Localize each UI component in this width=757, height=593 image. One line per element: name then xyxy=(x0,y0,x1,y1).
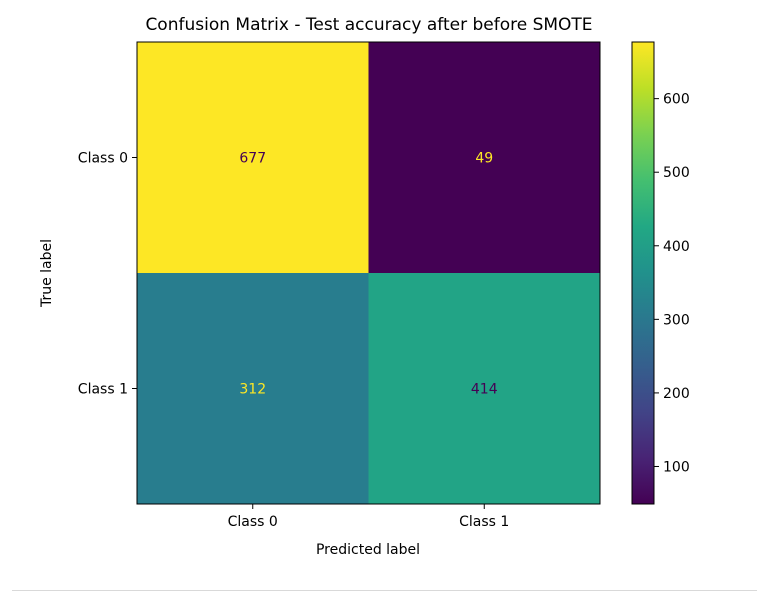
cell-value-label: 312 xyxy=(239,382,266,398)
y-axis-ticks: Class 0 Class 1 xyxy=(78,151,137,398)
heatmap-cells xyxy=(137,42,600,504)
colorbar-tick-label: 300 xyxy=(663,312,690,328)
x-tick-label: Class 1 xyxy=(459,514,509,530)
heatmap-cell xyxy=(368,42,600,273)
plot-frame xyxy=(136,41,601,505)
y-tick-label: Class 0 xyxy=(78,151,128,167)
y-axis-label: True label xyxy=(39,239,55,308)
x-axis-ticks: Class 0 Class 1 xyxy=(228,504,509,530)
heatmap-cell xyxy=(368,273,600,504)
heatmap-cell xyxy=(137,273,369,504)
y-tick-label: Class 1 xyxy=(78,382,128,398)
colorbar-tick-label: 100 xyxy=(663,459,690,475)
colorbar-tick-label: 200 xyxy=(663,386,690,402)
x-tick-label: Class 0 xyxy=(228,514,278,530)
x-axis-label: Predicted label xyxy=(316,542,420,558)
divider xyxy=(12,590,757,591)
colorbar-tick-label: 600 xyxy=(663,92,690,108)
chart-title: Confusion Matrix - Test accuracy after b… xyxy=(145,15,592,35)
colorbar xyxy=(631,41,655,505)
heatmap-cell xyxy=(137,42,369,273)
cell-value-label: 414 xyxy=(471,382,498,398)
colorbar-ticks: 100 200 300 400 500 600 xyxy=(654,92,690,475)
colorbar-tick-label: 500 xyxy=(663,165,690,181)
colorbar-tick-label: 400 xyxy=(663,239,690,255)
cell-value-label: 677 xyxy=(239,151,266,167)
cell-value-label: 49 xyxy=(475,151,493,167)
heatmap-cell-labels: 677 49 312 414 xyxy=(239,151,497,398)
